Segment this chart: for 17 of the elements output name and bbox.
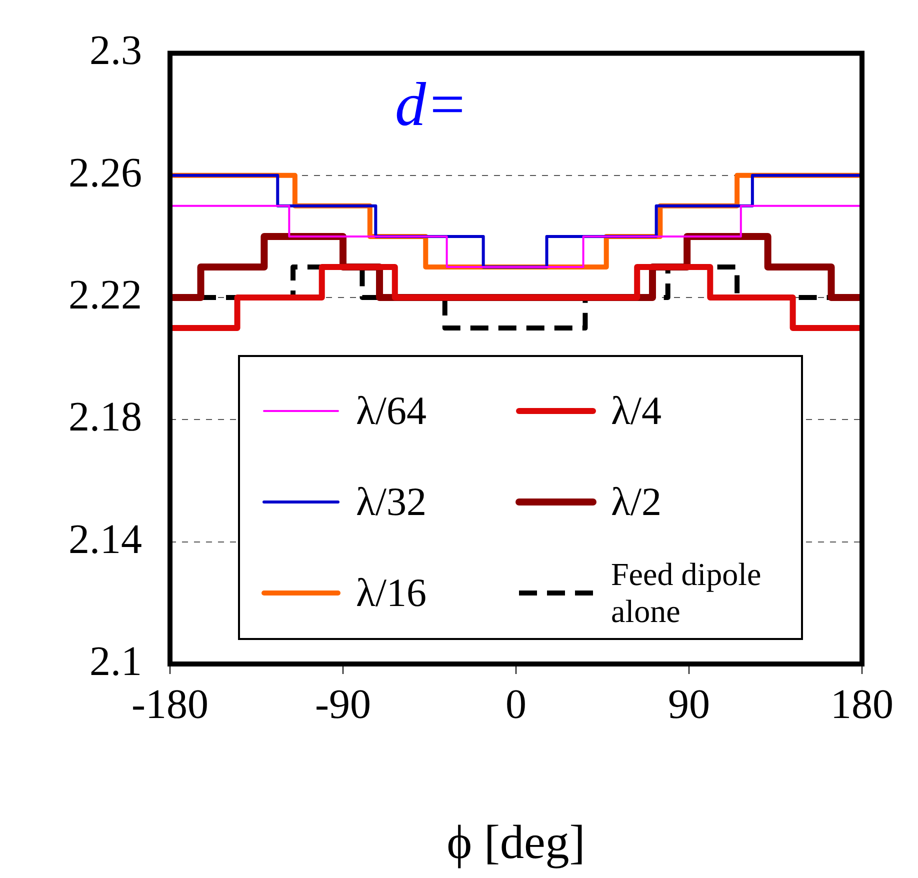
legend-label: λ/16 xyxy=(356,570,427,614)
legend-label: λ/32 xyxy=(356,478,427,524)
x-tick-label: 0 xyxy=(506,682,526,728)
x-tick-label: 180 xyxy=(830,682,894,728)
legend-label: Feed dipole alone xyxy=(611,556,762,630)
legend-label: λ/2 xyxy=(611,478,662,524)
legend-label: λ/64 xyxy=(356,388,427,432)
x-tick-label: -90 xyxy=(315,682,371,728)
annotation: d= xyxy=(395,70,468,141)
y-tick-label: 2.18 xyxy=(68,394,142,441)
x-axis-title: ϕ [deg] xyxy=(446,816,586,869)
y-tick-label: 2.26 xyxy=(68,150,142,196)
y-tick-label: 2.22 xyxy=(68,272,142,319)
y-tick-label: 2.3 xyxy=(90,28,142,74)
legend-label: λ/4 xyxy=(611,388,662,432)
x-tick-label: 90 xyxy=(668,682,710,728)
y-tick-label: 2.14 xyxy=(68,516,142,563)
